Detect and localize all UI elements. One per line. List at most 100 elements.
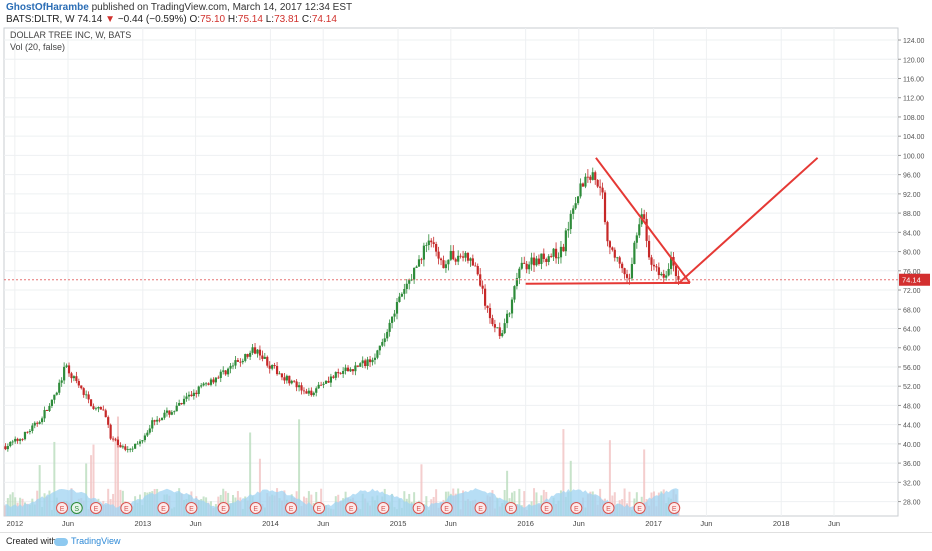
y-tick-label: 96.00 — [903, 173, 921, 180]
candle-down — [581, 183, 585, 187]
candle-down — [435, 243, 438, 252]
earnings-circle — [56, 502, 69, 514]
author-name[interactable]: GhostOfHarambe — [6, 2, 89, 13]
candle-up — [591, 172, 594, 180]
earnings-marker[interactable]: E — [412, 502, 425, 514]
trend-drawings[interactable] — [525, 157, 819, 285]
candle-up — [6, 446, 9, 450]
last-price-tag-text: 74.14 — [902, 276, 921, 285]
earnings-marker[interactable]: E — [570, 502, 583, 514]
candle-down — [364, 360, 367, 367]
time-axis[interactable]: 2012 Jun 2013 Jun 2014 Jun 2015 Jun 2016 Jun 2017 J… — [6, 519, 840, 528]
x-tick-label: 2012 — [6, 519, 23, 528]
open-label: O: — [189, 14, 201, 25]
candle-up — [381, 342, 384, 346]
candle-down — [474, 265, 477, 267]
earnings-marker[interactable]: E — [185, 502, 198, 514]
x-tick-label: 2015 — [390, 519, 407, 528]
split-marker[interactable]: S — [70, 502, 83, 514]
earnings-marker[interactable]: E — [602, 502, 615, 514]
tradingview-brand[interactable]: TradingView — [54, 533, 121, 550]
candle-down — [439, 258, 443, 261]
earnings-marker[interactable]: E — [474, 502, 487, 514]
price-axis[interactable]: 28.00 32.00 36.00 40.00 44.00 48.00 52.00 56.00… — [898, 38, 925, 507]
earnings-label: E — [221, 506, 226, 513]
earnings-marker[interactable]: E — [345, 502, 358, 514]
candle-up — [660, 273, 663, 276]
x-tick-label: 2018 — [773, 519, 790, 528]
earnings-marker[interactable]: E — [504, 502, 517, 514]
candle-up — [413, 267, 416, 280]
candle-down — [45, 410, 49, 411]
earnings-marker[interactable]: E — [89, 502, 102, 514]
candle-down — [21, 439, 24, 440]
created-with-label: Created with — [6, 536, 57, 546]
candle-down — [246, 354, 249, 357]
candle-up — [197, 386, 200, 395]
candle-up — [633, 242, 636, 264]
candle-up — [55, 392, 58, 395]
candle-up — [129, 448, 132, 450]
candle-up — [408, 279, 411, 284]
candle-down — [158, 419, 161, 421]
event-markers[interactable]: E E E E E E E E E E E E E E E E E E E ES — [56, 502, 681, 514]
candle-up — [425, 245, 428, 246]
candle-down — [594, 172, 597, 180]
candle-down — [114, 439, 117, 441]
candle-up — [229, 365, 232, 369]
candle-down — [420, 259, 423, 261]
earnings-marker[interactable]: E — [377, 502, 390, 514]
earnings-marker[interactable]: E — [249, 502, 262, 514]
candle-down — [99, 407, 102, 410]
earnings-label: E — [161, 506, 166, 513]
earnings-marker[interactable]: E — [285, 502, 298, 514]
candle-down — [655, 266, 658, 268]
earnings-marker[interactable]: E — [217, 502, 230, 514]
earnings-marker[interactable]: E — [668, 502, 681, 514]
earnings-circle — [285, 502, 298, 514]
candle-up — [43, 410, 46, 419]
chart-header: GhostOfHarambe published on TradingView.… — [6, 2, 926, 26]
x-tick-label: Jun — [445, 519, 457, 528]
candle-down — [337, 372, 340, 374]
earnings-marker[interactable]: E — [56, 502, 69, 514]
candle-up — [138, 441, 142, 444]
candlestick-series — [4, 167, 680, 453]
candle-down — [4, 446, 7, 450]
candle-up — [290, 380, 293, 384]
candle-down — [437, 251, 440, 259]
candle-down — [643, 214, 646, 219]
price-chart[interactable]: E E E E E E E E E E E E E E E E E E E E S 74.14 28.00 32.00 36… — [0, 0, 932, 532]
earnings-marker[interactable]: E — [157, 502, 170, 514]
earnings-marker[interactable]: E — [540, 502, 553, 514]
candle-up — [496, 327, 499, 329]
volume-bar — [4, 505, 7, 516]
candle-up — [297, 385, 301, 388]
earnings-marker[interactable]: E — [313, 502, 326, 514]
symbol-line: BATS:DLTR, W 74.14 ▼ −0.44 (−0.59%) O:75… — [6, 14, 926, 26]
candle-up — [244, 354, 247, 361]
volume-bar — [38, 465, 41, 516]
candle-down — [652, 264, 656, 267]
candle-down — [608, 241, 612, 248]
earnings-marker[interactable]: E — [120, 502, 133, 514]
candle-down — [80, 385, 83, 389]
candle-down — [217, 377, 220, 379]
volume-bar — [298, 419, 301, 516]
volume-bar — [11, 492, 14, 516]
candle-up — [574, 203, 577, 209]
candle-down — [190, 394, 193, 397]
candle-up — [506, 313, 509, 324]
earnings-marker[interactable]: E — [440, 502, 453, 514]
candle-down — [589, 176, 592, 180]
candle-down — [102, 409, 105, 411]
candle-down — [212, 379, 215, 383]
candle-down — [87, 394, 90, 400]
y-tick-label: 124.00 — [903, 38, 925, 45]
candle-up — [552, 248, 555, 257]
candle-down — [498, 327, 501, 337]
candle-down — [36, 422, 39, 424]
candle-up — [464, 252, 467, 258]
earnings-marker[interactable]: E — [633, 502, 646, 514]
candle-up — [520, 262, 523, 269]
